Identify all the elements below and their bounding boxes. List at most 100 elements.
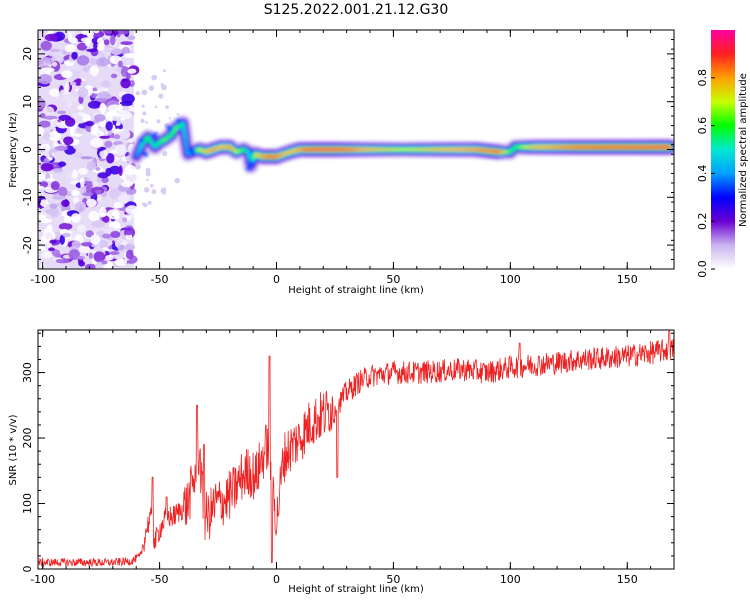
noise-blob: [86, 31, 94, 38]
spectrogram-x-label: Height of straight line (km): [288, 285, 424, 296]
noise-blob: [105, 255, 113, 261]
noise-blob: [90, 138, 103, 148]
noise-blob: [68, 32, 72, 42]
noise-blob: [72, 240, 81, 248]
noise-blob: [102, 234, 111, 239]
noise-blob: [122, 217, 127, 222]
noise-blob: [99, 151, 108, 158]
noise-blob: [61, 70, 73, 78]
noise-blob: [123, 53, 136, 58]
ridge-blob: [152, 132, 158, 138]
noise-blob: [110, 150, 117, 154]
spectrogram-y-tick-label: 10: [21, 95, 34, 109]
noise-blob: [95, 190, 101, 194]
noise-speck: [136, 91, 140, 95]
noise-speck: [146, 171, 151, 176]
noise-blob: [67, 100, 72, 108]
noise-blob: [92, 220, 106, 227]
noise-speck: [142, 111, 146, 115]
noise-speck: [156, 119, 160, 123]
noise-speck: [135, 164, 141, 170]
noise-blob: [49, 49, 61, 52]
noise-blob: [38, 74, 52, 84]
noise-speck: [148, 201, 152, 205]
noise-blob: [49, 149, 58, 153]
noise-blob: [118, 129, 124, 132]
noise-blob: [106, 121, 113, 130]
snr-y-label: SNR (10 * v/v): [8, 414, 19, 485]
noise-blob: [39, 27, 48, 34]
noise-blob: [127, 69, 136, 74]
noise-blob: [52, 62, 57, 67]
colorbar-tick-label: 0.2: [696, 212, 709, 230]
noise-speck: [145, 121, 148, 124]
colorbar-tick-label: 0.6: [696, 117, 709, 135]
colorbar-strip: [711, 30, 735, 269]
spectrogram-y-label: Frequency (Hz): [8, 112, 19, 188]
noise-blob: [77, 55, 89, 65]
noise-blob: [85, 121, 94, 126]
spectrogram-x-tick-label: 150: [617, 273, 638, 286]
snr-y-tick-label: 300: [21, 362, 34, 383]
noise-blob: [120, 111, 132, 119]
ridge-blob: [189, 149, 195, 155]
noise-blob: [85, 38, 91, 46]
noise-blob: [41, 163, 54, 171]
colorbar: 0.00.20.40.60.8 Normalized spectral ampl…: [696, 30, 749, 278]
snr-y-tick-label: 0: [21, 566, 34, 573]
noise-blob: [61, 200, 70, 207]
ridge-blob: [166, 125, 172, 131]
noise-blob: [54, 134, 61, 138]
noise-blob: [41, 41, 52, 51]
noise-blob: [58, 187, 68, 197]
snr-y-tick-label: 100: [21, 493, 34, 514]
noise-blob: [117, 244, 125, 251]
noise-blob: [118, 194, 130, 204]
noise-blob: [78, 261, 85, 267]
noise-blob: [86, 199, 97, 208]
noise-blob: [56, 259, 70, 264]
noise-blob: [88, 101, 101, 109]
spectrogram-y-tick-label: 20: [21, 47, 34, 61]
noise-speck: [143, 203, 148, 208]
noise-blob: [89, 211, 100, 221]
ridge-blob: [143, 151, 149, 157]
noise-blob: [119, 165, 123, 176]
noise-blob: [58, 161, 66, 166]
spectrogram-y-tick-label: 0: [21, 146, 34, 153]
noise-blob: [35, 246, 47, 251]
colorbar-tick-label: 0.4: [696, 165, 709, 183]
snr-x-tick-label: -100: [30, 573, 55, 586]
noise-blob: [95, 262, 103, 273]
noise-blob: [89, 253, 93, 260]
noise-blob: [93, 28, 100, 33]
noise-blob: [110, 35, 116, 46]
snr-x-label: Height of straight line (km): [288, 584, 424, 595]
noise-blob: [78, 105, 84, 110]
ridge-segment: [183, 123, 184, 131]
noise-blob: [82, 192, 94, 196]
noise-blob: [97, 38, 102, 44]
noise-speck: [142, 89, 148, 95]
noise-blob: [89, 58, 96, 65]
noise-blob: [97, 172, 108, 178]
noise-blob: [65, 117, 75, 127]
noise-blob: [45, 178, 55, 182]
noise-blob: [41, 67, 55, 72]
noise-blob: [81, 242, 93, 246]
ridge-segment: [185, 139, 186, 147]
noise-blob: [71, 213, 81, 223]
noise-blob: [118, 61, 123, 68]
noise-speck: [163, 191, 166, 194]
noise-blob: [102, 199, 109, 208]
noise-blob: [69, 261, 75, 269]
noise-blob: [81, 81, 87, 87]
noise-blob: [114, 134, 120, 139]
noise-blob: [89, 66, 98, 77]
noise-blob: [95, 167, 100, 171]
ridge-blob: [248, 161, 254, 167]
noise-blob: [96, 57, 110, 66]
spectrogram-x-tick-label: -100: [30, 273, 55, 286]
noise-blob: [99, 103, 106, 114]
noise-blob: [78, 87, 89, 97]
